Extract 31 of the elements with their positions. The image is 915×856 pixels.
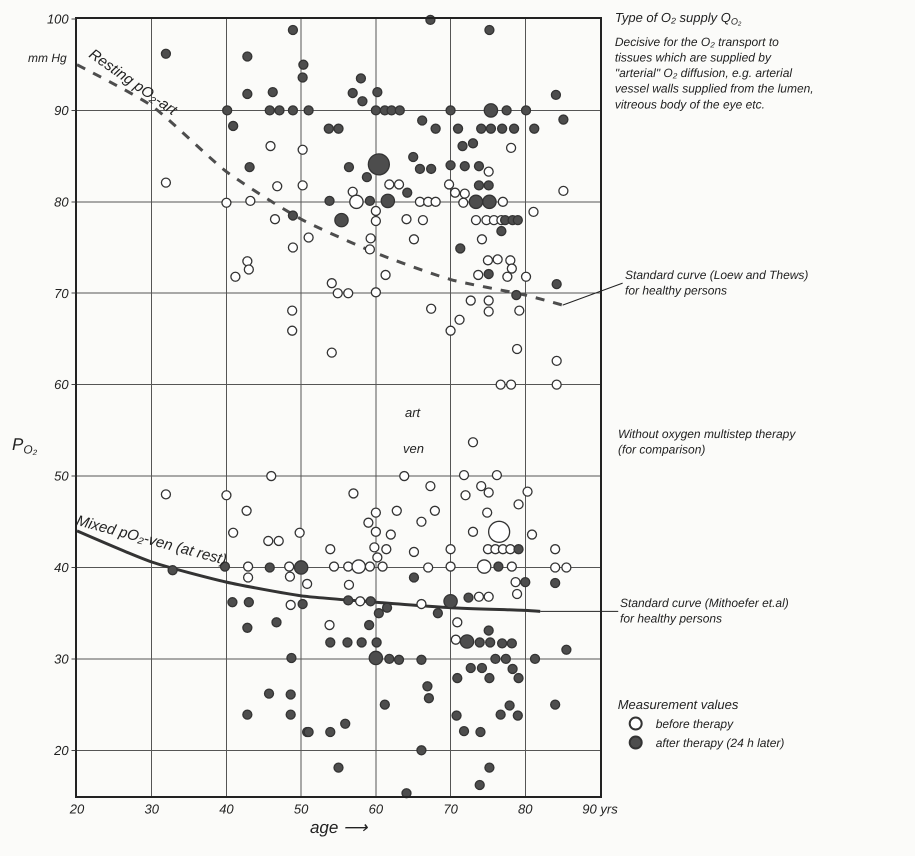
legend-label: after therapy (24 h later) xyxy=(656,736,784,750)
legend-title: Measurement values xyxy=(618,697,739,712)
y-tick-label: 90 xyxy=(54,102,70,118)
annotation: Standard curve (Mithoefer et.al) for healthy persons xyxy=(620,596,789,626)
x-tick-label: 90 yrs xyxy=(582,801,618,816)
x-tick-label: 70 xyxy=(443,801,459,816)
annotation: art xyxy=(405,405,422,420)
text: mm Hg xyxy=(28,51,67,65)
text: Decisive for the O₂ transport to tissues which are supplied by "arterial" O₂ diffusion, e.g. arterial vessel walls supplied from the lumen, vitreous body of the eye etc. xyxy=(614,34,814,112)
annotation: ven xyxy=(403,441,424,456)
annotation: Mixed pO₂-ven (at rest) xyxy=(74,512,228,569)
text: Type of O₂ supply Q$_{O₂}$ xyxy=(614,10,742,27)
y-tick-label: 40 xyxy=(54,560,70,576)
y-axis-title: P$_{O₂}$ xyxy=(12,435,38,457)
x-tick-label: 60 xyxy=(368,801,384,816)
x-tick-label: 50 xyxy=(294,801,310,816)
legend-label: before therapy xyxy=(656,717,734,732)
x-tick-label: 30 xyxy=(144,801,160,816)
y-tick-label: 30 xyxy=(54,651,70,666)
y-tick-label: 80 xyxy=(54,194,70,210)
x-tick-label: 80 xyxy=(518,801,534,816)
y-tick-label: 50 xyxy=(54,468,70,484)
y-tick-label: 20 xyxy=(53,742,70,758)
annotation: Standard curve (Loew and Thews) for healthy persons xyxy=(625,268,808,298)
text: Without oxygen multistep therapy (for comparison) xyxy=(618,427,796,457)
y-tick-label: 70 xyxy=(54,286,70,301)
x-tick-label: 40 xyxy=(219,801,234,816)
y-tick-label: 100 xyxy=(46,12,70,27)
x-tick-label: 20 xyxy=(68,801,85,816)
y-tick-label: 60 xyxy=(54,377,70,392)
x-axis-title: age ⟶ xyxy=(310,818,368,838)
